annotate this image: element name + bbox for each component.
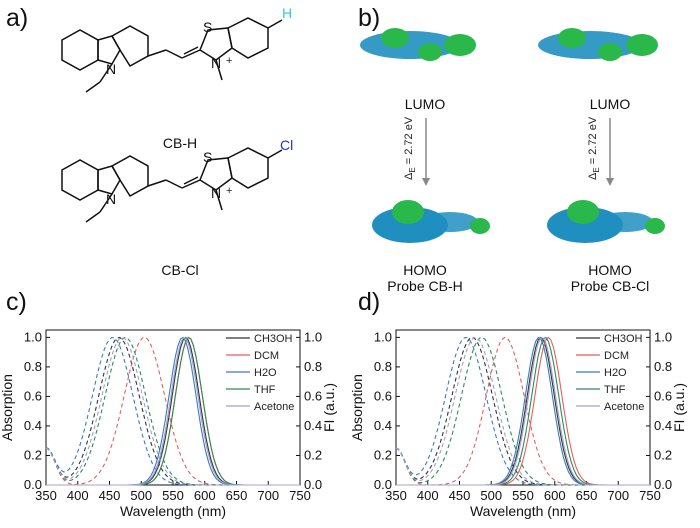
y2-tick-label: 0.2 [654, 447, 672, 462]
x-tick-label: 550 [512, 488, 534, 503]
y2-axis-label: FI (a.u.) [321, 383, 337, 432]
y-axis-label: Absorption [0, 374, 15, 441]
y2-tick-label: 1.0 [304, 329, 322, 344]
sulfur-atom-top: S [203, 19, 212, 35]
y2-tick-label: 0.8 [654, 359, 672, 374]
y-axis-label: Absorption [350, 374, 365, 441]
panel-label-d: d) [358, 288, 381, 316]
legend-entry: CH3OH [254, 333, 293, 345]
x-tick-label: 450 [99, 488, 121, 503]
structures-figure: S N + N H S N + N Cl [61, 5, 293, 223]
x-tick-label: 600 [544, 488, 566, 503]
legend-entry: CH3OH [604, 333, 643, 345]
y-tick-label: 0.2 [374, 447, 392, 462]
y-tick-label: 0.8 [24, 359, 42, 374]
y-tick-label: 1.0 [374, 329, 392, 344]
charge-plus-bottom: + [226, 185, 232, 197]
gap-label-right: ΔE = 2.72 eV [587, 116, 601, 180]
y-tick-label: 0.4 [374, 418, 392, 433]
y2-tick-label: 0.4 [654, 418, 672, 433]
substituent-cl: Cl [280, 137, 293, 153]
x-tick-label: 750 [639, 488, 661, 503]
absorption-line [45, 336, 300, 486]
absorption-line [395, 336, 650, 486]
x-tick-label: 700 [607, 488, 629, 503]
homo-right-label: HOMO [588, 262, 632, 278]
x-tick-label: 600 [194, 488, 216, 503]
y2-tick-label: 0.0 [304, 477, 322, 492]
panel-label-b: b) [358, 4, 381, 32]
legend-entry: Acetone [254, 401, 294, 413]
x-tick-label: 650 [576, 488, 598, 503]
probe-right-label: Probe CB-Cl [570, 278, 650, 294]
x-tick-label: 550 [162, 488, 184, 503]
x-tick-label: 350 [35, 488, 57, 503]
absorption-line [45, 336, 300, 486]
legend-entry: THF [604, 384, 626, 396]
y2-tick-label: 1.0 [654, 329, 672, 344]
y2-tick-label: 0.6 [654, 388, 672, 403]
panel-label-a: a) [6, 4, 29, 32]
legend-entry: DCM [604, 350, 629, 362]
x-tick-label: 350 [385, 488, 407, 503]
probe-left-label: Probe CB-H [387, 278, 463, 294]
gap-label-left: ΔE = 2.72 eV [403, 116, 417, 180]
x-tick-label: 400 [417, 488, 439, 503]
orbitals-figure: ΔE = 2.72 eV ΔE = 2.72 eV [360, 28, 665, 243]
y-tick-label: 0.6 [24, 388, 42, 403]
absorption-line [45, 336, 300, 486]
x-tick-label: 450 [449, 488, 471, 503]
nitrogen-atom-top: N [211, 55, 221, 71]
lumo-left-orbital [360, 28, 476, 61]
homo-left-label: HOMO [403, 262, 447, 278]
y2-tick-label: 0.0 [654, 477, 672, 492]
charge-plus-top: + [226, 55, 232, 67]
lumo-left-label: LUMO [404, 96, 446, 112]
fluorescence-line [396, 337, 650, 486]
x-tick-label: 700 [257, 488, 279, 503]
y-tick-label: 0.8 [374, 359, 392, 374]
x-axis-label: Wavelength (nm) [470, 503, 576, 519]
sulfur-atom-bottom: S [203, 149, 212, 165]
homo-right-orbital [547, 200, 665, 243]
legend-entry: THF [254, 384, 276, 396]
y2-tick-label: 0.2 [304, 447, 322, 462]
lumo-right-label: LUMO [589, 96, 631, 112]
x-tick-label: 500 [480, 488, 502, 503]
x-tick-label: 400 [67, 488, 89, 503]
x-tick-label: 500 [130, 488, 152, 503]
y2-tick-label: 0.6 [304, 388, 322, 403]
structure-label-cb-h: CB-H [162, 135, 198, 151]
y-tick-label: 0.6 [374, 388, 392, 403]
y2-tick-label: 0.8 [304, 359, 322, 374]
y-tick-label: 0.2 [24, 447, 42, 462]
y-tick-label: 0.0 [374, 477, 392, 492]
x-tick-label: 650 [226, 488, 248, 503]
legend-entry: DCM [254, 350, 279, 362]
x-tick-label: 750 [289, 488, 311, 503]
legend-entry: H2O [604, 367, 627, 379]
x-axis-label: Wavelength (nm) [120, 503, 226, 519]
legend-entry: H2O [254, 367, 277, 379]
lumo-right-orbital [538, 28, 658, 61]
panel-label-c: c) [6, 288, 27, 316]
substituent-h: H [282, 5, 292, 21]
y-tick-label: 0.4 [24, 418, 42, 433]
y-tick-label: 1.0 [24, 329, 42, 344]
legend-entry: Acetone [604, 401, 644, 413]
structure-label-cb-cl: CB-Cl [161, 262, 199, 278]
homo-left-orbital [372, 200, 490, 243]
fluorescence-line [46, 337, 300, 486]
y-tick-label: 0.0 [24, 477, 42, 492]
nitrogen-atom-bottom: N [211, 185, 221, 201]
y2-tick-label: 0.4 [304, 418, 322, 433]
y2-axis-label: FI (a.u.) [671, 383, 687, 432]
carbazole-n-top: N [106, 61, 116, 77]
carbazole-n-bottom: N [106, 191, 116, 207]
